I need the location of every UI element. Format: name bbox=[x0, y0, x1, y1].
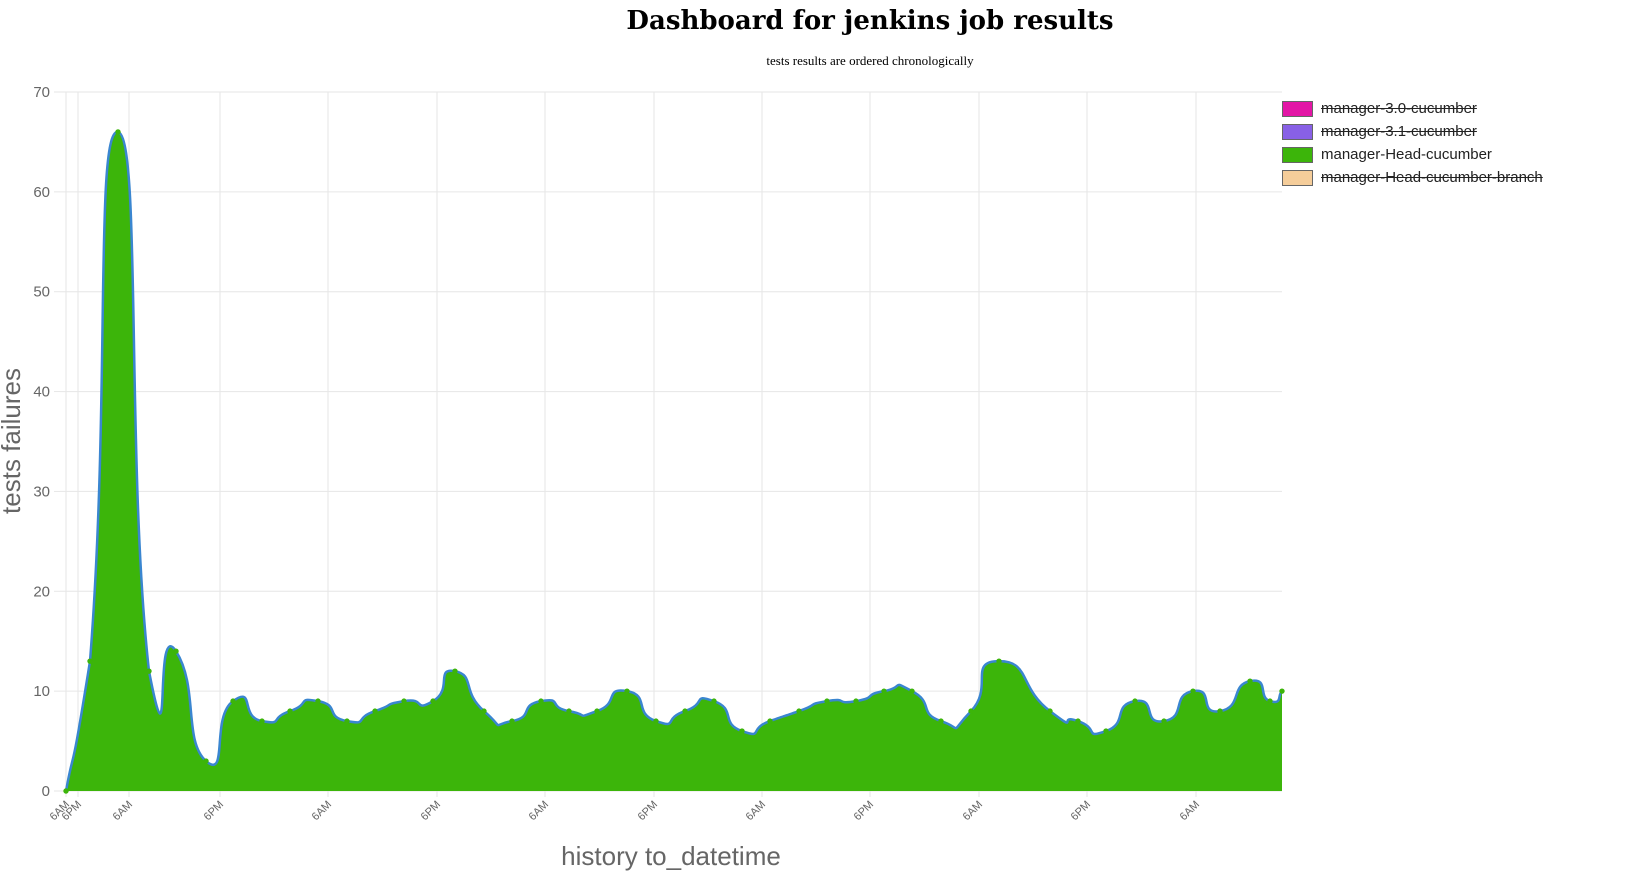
data-point bbox=[452, 668, 458, 674]
legend-swatch bbox=[1282, 169, 1313, 186]
data-point bbox=[1132, 698, 1138, 704]
y-tick-label: 20 bbox=[33, 583, 50, 600]
data-point bbox=[315, 698, 321, 704]
data-point bbox=[87, 658, 93, 664]
data-point bbox=[1279, 688, 1285, 694]
data-point bbox=[594, 708, 600, 714]
data-point bbox=[230, 698, 236, 704]
x-tick-label: 6PM bbox=[419, 799, 443, 823]
data-point bbox=[63, 788, 69, 794]
data-point bbox=[1267, 698, 1273, 704]
data-point bbox=[566, 708, 572, 714]
data-point bbox=[624, 688, 630, 694]
x-tick-label: 6PM bbox=[636, 799, 660, 823]
data-point bbox=[909, 688, 915, 694]
x-tick-label: 6AM bbox=[1178, 799, 1202, 823]
x-tick-label: 6AM bbox=[744, 799, 768, 823]
data-point bbox=[538, 698, 544, 704]
x-tick-label: 6AM bbox=[111, 799, 135, 823]
data-point bbox=[430, 698, 436, 704]
data-point bbox=[881, 688, 887, 694]
y-tick-label: 30 bbox=[33, 483, 50, 500]
data-point bbox=[203, 758, 209, 764]
legend-item-manager-head-cucumber[interactable]: manager-Head-cucumber bbox=[1282, 143, 1543, 166]
x-tick-label: 6AM bbox=[961, 799, 985, 823]
data-point bbox=[767, 718, 773, 724]
y-tick-label: 0 bbox=[42, 783, 50, 800]
y-tick-label: 70 bbox=[33, 84, 50, 101]
data-point bbox=[1217, 708, 1223, 714]
series-area-fill bbox=[66, 131, 1282, 791]
x-tick-label: 6PM bbox=[852, 799, 876, 823]
data-point bbox=[1103, 728, 1109, 734]
data-point bbox=[968, 708, 974, 714]
data-point bbox=[682, 708, 688, 714]
legend-label: manager-Head-cucumber-branch bbox=[1321, 169, 1543, 186]
legend-label: manager-3.1-cucumber bbox=[1321, 123, 1477, 140]
data-point bbox=[796, 708, 802, 714]
data-point bbox=[509, 718, 515, 724]
data-point bbox=[481, 708, 487, 714]
data-point bbox=[146, 668, 152, 674]
x-tick-label: 6AM bbox=[527, 799, 551, 823]
data-point bbox=[938, 718, 944, 724]
legend-swatch bbox=[1282, 100, 1313, 117]
series-line bbox=[64, 130, 1283, 792]
data-point bbox=[401, 698, 407, 704]
data-point bbox=[259, 718, 265, 724]
legend-swatch bbox=[1282, 146, 1313, 163]
data-point bbox=[824, 698, 830, 704]
data-point bbox=[1075, 718, 1081, 724]
legend-label: manager-3.0-cucumber bbox=[1321, 100, 1477, 117]
data-point bbox=[115, 129, 121, 135]
legend-item-manager-head-cucumber-branch[interactable]: manager-Head-cucumber-branch bbox=[1282, 166, 1543, 189]
data-point bbox=[1047, 708, 1053, 714]
y-axis-title: tests failures bbox=[0, 368, 26, 514]
x-tick-label: 6AM bbox=[310, 799, 334, 823]
data-point bbox=[996, 658, 1002, 664]
data-point bbox=[653, 718, 659, 724]
legend-swatch bbox=[1282, 123, 1313, 140]
data-point bbox=[372, 708, 378, 714]
legend-label: manager-Head-cucumber bbox=[1321, 146, 1492, 163]
legend-item-manager-3-0-cucumber[interactable]: manager-3.0-cucumber bbox=[1282, 97, 1543, 120]
chart-subtitle: tests results are ordered chronologicall… bbox=[766, 53, 974, 68]
data-point bbox=[1190, 688, 1196, 694]
legend: manager-3.0-cucumber manager-3.1-cucumbe… bbox=[1282, 97, 1543, 189]
x-tick-label: 6PM bbox=[202, 799, 226, 823]
data-point bbox=[173, 648, 179, 654]
legend-item-manager-3-1-cucumber[interactable]: manager-3.1-cucumber bbox=[1282, 120, 1543, 143]
y-tick-label: 60 bbox=[33, 184, 50, 201]
chart-title: Dashboard for jenkins job results bbox=[626, 6, 1114, 36]
data-point bbox=[739, 728, 745, 734]
data-point bbox=[1247, 678, 1253, 684]
data-point bbox=[853, 698, 859, 704]
x-axis-title: history to_datetime bbox=[561, 841, 781, 871]
y-tick-label: 10 bbox=[33, 683, 50, 700]
data-point bbox=[344, 718, 350, 724]
y-tick-label: 40 bbox=[33, 384, 50, 401]
x-tick-label: 6PM bbox=[1069, 799, 1093, 823]
data-point bbox=[287, 708, 293, 714]
data-point bbox=[1161, 718, 1167, 724]
y-tick-label: 50 bbox=[33, 284, 50, 301]
data-point bbox=[711, 698, 717, 704]
